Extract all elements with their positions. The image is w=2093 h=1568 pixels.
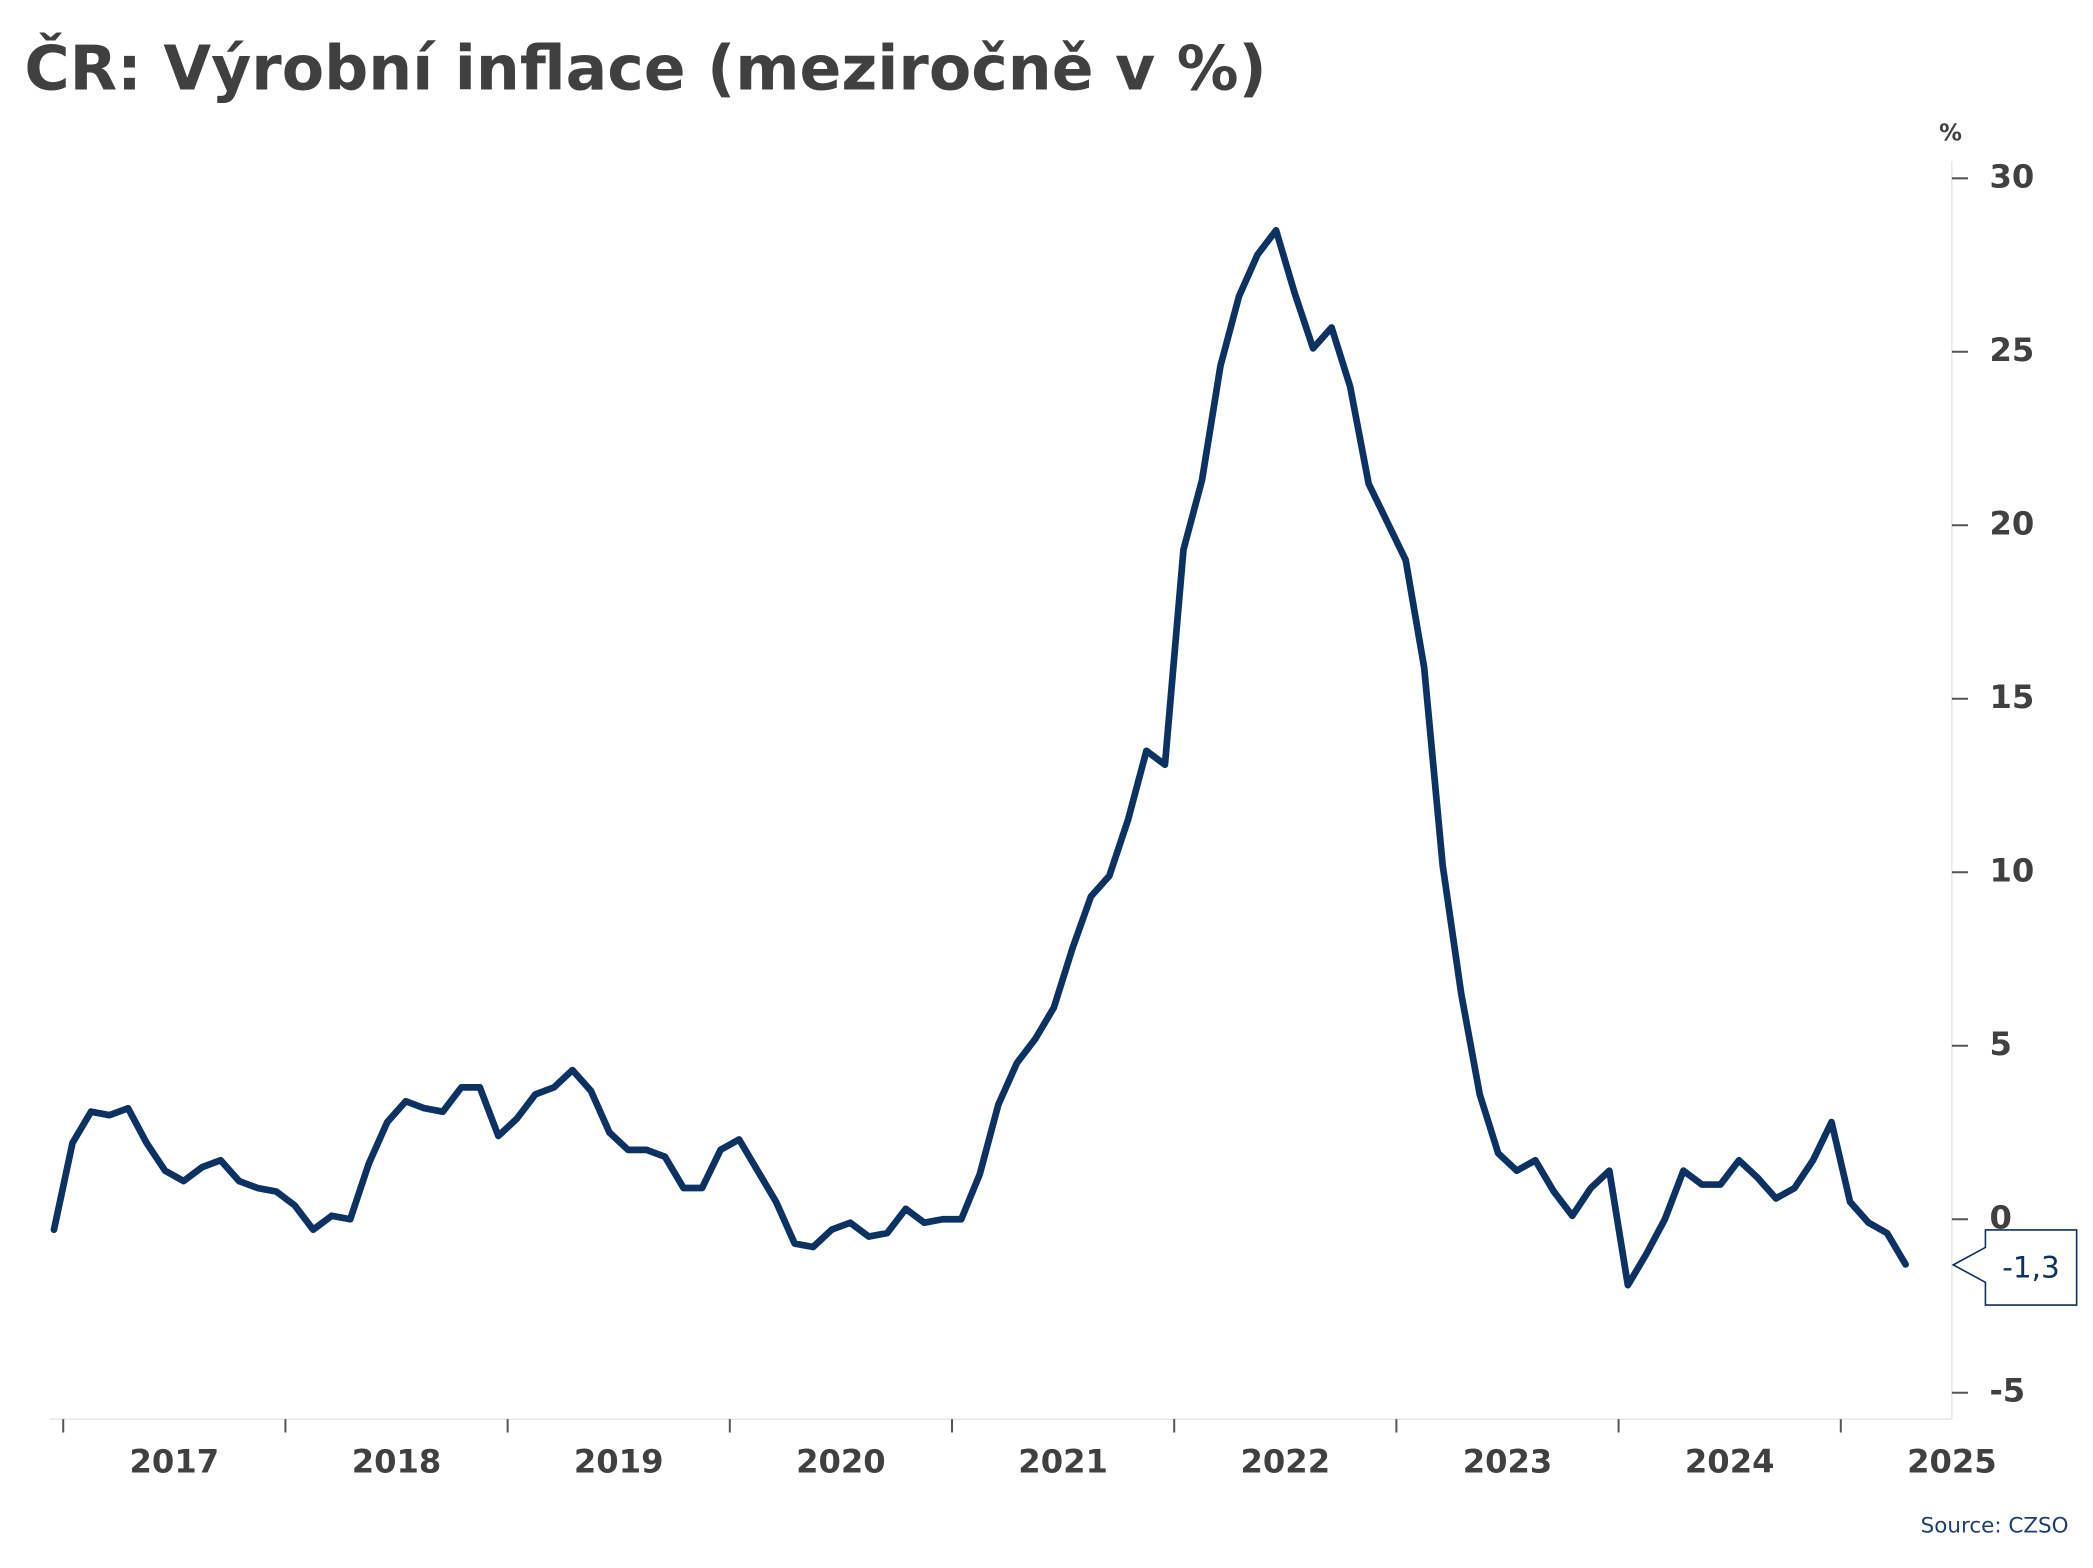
x-tick-label: 2018 xyxy=(352,1442,442,1480)
x-tick-label: 2023 xyxy=(1463,1442,1553,1480)
y-unit: % xyxy=(1939,121,1962,147)
y-tick-label: 20 xyxy=(1989,504,2034,542)
x-tick-label: 2021 xyxy=(1018,1442,1108,1480)
x-tick-label: 2024 xyxy=(1685,1442,1775,1480)
y-tick-label: 0 xyxy=(1989,1198,2011,1236)
y-tick-label: 30 xyxy=(1989,157,2034,195)
callout: -1,3 xyxy=(1951,1229,2078,1306)
y-tick-label: -5 xyxy=(1989,1372,2025,1410)
x-tick-label: 2017 xyxy=(130,1442,220,1480)
x-tick-label: 2020 xyxy=(796,1442,886,1480)
y-tick-label: 5 xyxy=(1989,1025,2011,1063)
callout-box xyxy=(1951,1229,2078,1306)
series-line xyxy=(50,227,1909,1289)
y-tick-label: 25 xyxy=(1989,331,2034,369)
x-tick-label: 2019 xyxy=(574,1442,664,1480)
x-tick-label: 2025 xyxy=(1907,1442,1997,1480)
y-tick-label: 15 xyxy=(1989,678,2034,716)
callout-label: -1,3 xyxy=(2002,1250,2060,1284)
y-tick-label: 10 xyxy=(1989,851,2034,889)
source: Source: CZSO xyxy=(1921,1513,2069,1538)
x-tick-label: 2022 xyxy=(1241,1442,1331,1480)
chart-title: ČR: Výrobní inflace (meziročně v %) xyxy=(24,32,1266,105)
